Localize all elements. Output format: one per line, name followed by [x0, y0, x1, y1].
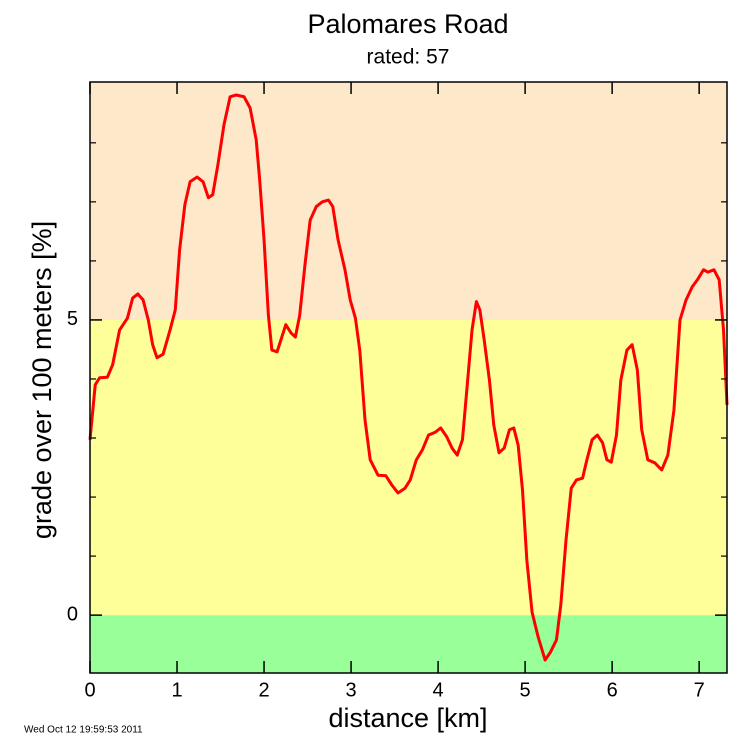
y-tick-label: 0	[67, 603, 78, 625]
x-tick-label: 4	[433, 679, 444, 701]
x-tick-label: 0	[84, 679, 95, 701]
y-axis-label: grade over 100 meters [%]	[27, 221, 57, 539]
x-tick-label: 2	[258, 679, 269, 701]
grade-band	[90, 319, 727, 616]
chart-title: Palomares Road	[307, 9, 508, 39]
timestamp: Wed Oct 12 19:59:53 2011	[24, 725, 143, 736]
x-axis-label: distance [km]	[328, 703, 487, 733]
x-tick-label: 3	[346, 679, 357, 701]
grade-band	[90, 615, 727, 673]
chart-subtitle: rated: 57	[367, 46, 450, 69]
plot-frame	[89, 81, 728, 674]
grade-band	[90, 82, 727, 320]
y-tick-label: 5	[67, 308, 78, 330]
x-tick-label: 1	[171, 679, 182, 701]
x-tick-label: 6	[607, 679, 618, 701]
x-tick-label: 7	[694, 679, 705, 701]
grade-line	[88, 93, 729, 662]
x-tick-label: 5	[520, 679, 531, 701]
